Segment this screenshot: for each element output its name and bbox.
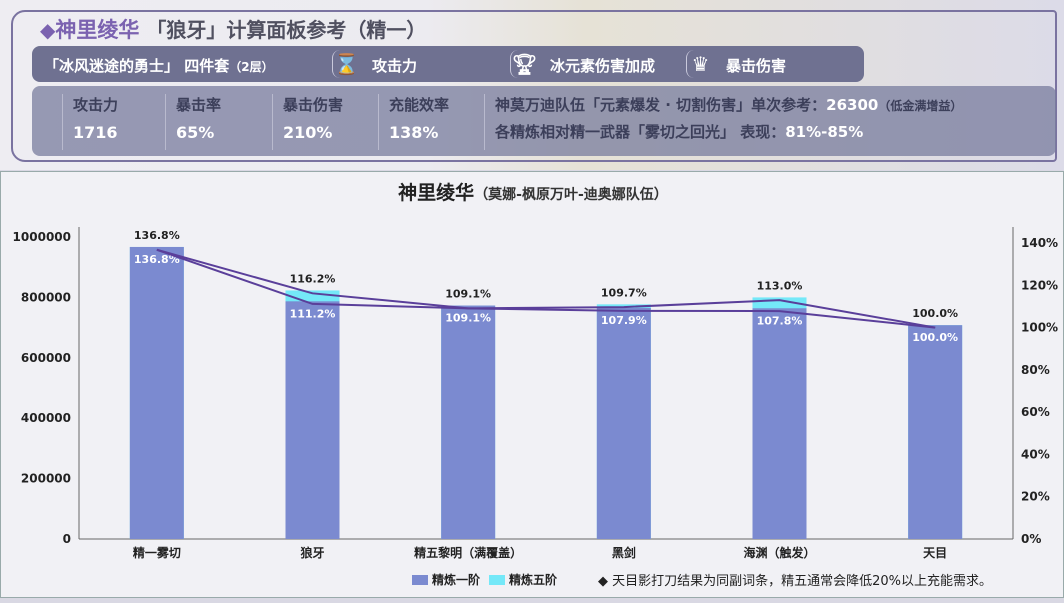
- stat-label: 充能效率: [389, 96, 450, 114]
- y-tick-label: 600000: [21, 351, 71, 365]
- y2-tick-label: 0%: [1021, 532, 1041, 546]
- data-label-refine1: 109.1%: [445, 312, 491, 325]
- stat-label: 暴击率: [176, 96, 222, 114]
- set-name: 「冰风迷途的勇士」 四件套: [44, 57, 230, 75]
- goblet-stat: 冰元素伤害加成: [550, 57, 656, 75]
- legend-swatch-refine1: [412, 575, 428, 585]
- note-damage: 神莫万迪队伍「元素爆发 · 切割伤害」单次参考：26300（低金满增益）: [495, 94, 962, 115]
- data-label-refine1: 111.2%: [290, 307, 336, 320]
- set-note: （2层）: [229, 60, 274, 74]
- data-label-refine5: 109.1%: [445, 288, 491, 301]
- legend-refine5: 精炼五阶: [509, 572, 558, 587]
- note1-suffix: （低金满增益）: [878, 99, 963, 113]
- stat-crit-dmg: 暴击伤害 210%: [272, 94, 343, 150]
- bar-refine1: [752, 308, 807, 539]
- data-label-refine5: 113.0%: [757, 279, 803, 292]
- y2-tick-label: 120%: [1021, 278, 1058, 292]
- note2-text: 各精炼相对精一武器「雾切之回光」 表现：: [495, 123, 786, 141]
- category-label: 天目: [923, 546, 947, 560]
- stat-value: 1716: [73, 123, 118, 142]
- circlet-stat: 暴击伤害: [726, 57, 787, 75]
- info-panel: ◆神里绫华 「狼牙」计算面板参考（精一） 「冰风迷途的勇士」 四件套（2层） ⌛…: [0, 0, 1064, 170]
- stat-crit-rate: 暴击率 65%: [165, 94, 221, 150]
- data-label-refine1: 107.8%: [757, 314, 803, 327]
- goblet-icon: 🏆︎: [510, 50, 538, 78]
- y-tick-label: 200000: [21, 472, 71, 486]
- title-main: 神里绫华: [398, 181, 474, 204]
- stat-label: 攻击力: [73, 96, 119, 114]
- data-label-refine5: 136.8%: [134, 229, 180, 242]
- line-refine1: [156, 248, 936, 329]
- data-label-refine1: 100.0%: [912, 331, 958, 344]
- note2-value: 81%-85%: [785, 123, 864, 141]
- artifact-set: 「冰风迷途的勇士」 四件套（2层）: [44, 55, 274, 76]
- category-label: 精一雾切: [133, 545, 181, 560]
- bar-refine1: [129, 246, 184, 539]
- note1-value: 26300: [826, 96, 879, 114]
- stat-value: 138%: [389, 123, 439, 142]
- footnote: ◆ 天目影打刀结果为同副词条，精五通常会降低20%以上充能需求。: [598, 573, 992, 589]
- artifact-bar: 「冰风迷途的勇士」 四件套（2层） ⌛ 攻击力 🏆︎ 冰元素伤害加成 ♛ 暴击伤…: [32, 46, 864, 82]
- stats-bar: 攻击力 1716 暴击率 65% 暴击伤害 210% 充能效率 138% 神莫万迪队伍「…: [32, 86, 1056, 156]
- category-label: 精五黎明（满覆盖）: [414, 545, 522, 560]
- bar-refine1: [596, 307, 651, 539]
- y2-tick-label: 20%: [1021, 490, 1050, 504]
- stat-value: 65%: [176, 123, 215, 142]
- legend-swatch-refine5: [489, 575, 505, 585]
- y2-tick-label: 80%: [1021, 363, 1050, 377]
- line-refine5: [156, 248, 936, 329]
- legend-refine1: 精炼一阶: [432, 572, 481, 587]
- y-tick-label: 1000000: [13, 230, 71, 244]
- sands-stat: 攻击力: [372, 57, 418, 75]
- data-label-refine5: 116.2%: [290, 272, 336, 285]
- bar-refine1: [908, 325, 963, 539]
- stat-value: 210%: [283, 123, 333, 142]
- title-sub: （莫娜-枫原万叶-迪奥娜队伍）: [474, 186, 668, 203]
- category-label: 黑剑: [612, 545, 636, 560]
- category-label: 海渊（触发）: [743, 545, 815, 560]
- y-tick-label: 800000: [21, 290, 71, 304]
- data-label-refine5: 100.0%: [912, 307, 958, 320]
- stat-label: 暴击伤害: [283, 96, 344, 114]
- chart-panel: 神里绫华（莫娜-枫原万叶-迪奥娜队伍） 0 200000 400000 600000 8…: [0, 171, 1064, 598]
- stat-notes: 神莫万迪队伍「元素爆发 · 切割伤害」单次参考：26300（低金满增益） 各精炼…: [484, 94, 962, 150]
- y2-tick-label: 140%: [1021, 236, 1058, 250]
- y-tick-label: 400000: [21, 411, 71, 425]
- stat-er: 充能效率 138%: [378, 94, 449, 150]
- note1-text: 神莫万迪队伍「元素爆发 · 切割伤害」单次参考：: [495, 96, 827, 114]
- panel-frame: [11, 10, 1057, 162]
- note-performance: 各精炼相对精一武器「雾切之回光」 表现：81%-85%: [495, 121, 962, 142]
- y2-tick-label: 40%: [1021, 447, 1050, 461]
- data-label-refine1: 136.8%: [134, 253, 180, 266]
- crown-icon: ♛: [686, 50, 714, 78]
- y2-tick-label: 60%: [1021, 405, 1050, 419]
- title-rest: 「狼牙」计算面板参考（精一）: [146, 18, 427, 42]
- chart: 神里绫华（莫娜-枫原万叶-迪奥娜队伍） 0 200000 400000 600000 8…: [13, 181, 1059, 589]
- data-label-refine5: 109.7%: [601, 286, 647, 299]
- character-name: 神里绫华: [55, 18, 140, 42]
- hourglass-icon: ⌛: [332, 50, 360, 78]
- y-tick-label: 0: [63, 532, 71, 546]
- panel-title: ◆神里绫华 「狼牙」计算面板参考（精一）: [40, 14, 426, 44]
- category-label: 狼牙: [300, 545, 324, 560]
- data-label-refine1: 107.9%: [601, 314, 647, 327]
- y2-tick-label: 100%: [1021, 321, 1058, 335]
- bar-refine1: [285, 301, 340, 539]
- diamond-icon: ◆: [40, 18, 56, 42]
- chart-title: 神里绫华（莫娜-枫原万叶-迪奥娜队伍）: [398, 181, 668, 204]
- stat-atk: 攻击力 1716: [62, 94, 118, 150]
- bar-refine1: [441, 305, 496, 539]
